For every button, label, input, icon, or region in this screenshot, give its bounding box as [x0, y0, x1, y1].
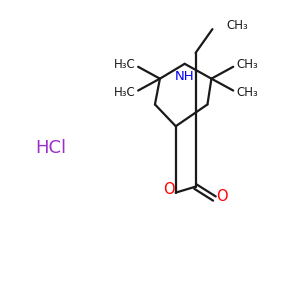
Text: H₃C: H₃C — [113, 86, 135, 99]
Text: NH: NH — [175, 70, 194, 83]
Text: CH₃: CH₃ — [236, 86, 258, 99]
Text: CH₃: CH₃ — [226, 19, 248, 32]
Text: H₃C: H₃C — [113, 58, 135, 71]
Text: CH₃: CH₃ — [236, 58, 258, 71]
Text: O: O — [217, 189, 228, 204]
Text: HCl: HCl — [35, 139, 66, 157]
Text: O: O — [163, 182, 175, 197]
